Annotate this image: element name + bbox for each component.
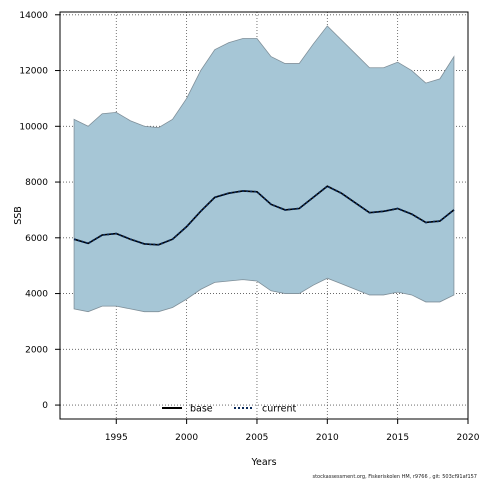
plot-frame [59,11,469,420]
x-tick-label-2020: 2020 [457,433,480,443]
footer-credit: stockassessment.org, Fiskeriskolen HM, r… [312,474,477,480]
y-tick-label-12000: 12000 [19,67,48,77]
legend: base current [162,404,297,415]
x-axis-title: Years [250,457,276,468]
axis-ticks: 1995 2000 2005 2010 2015 2020 0 2000 4000 6000 800… [19,11,479,443]
legend-base-label: base [190,404,213,415]
y-tick-label-10000: 10000 [19,122,48,132]
y-tick-label-8000: 8000 [25,178,48,188]
y-tick-label-14000: 14000 [19,11,48,21]
y-tick-label-6000: 6000 [25,234,48,244]
y-tick-label-4000: 4000 [25,290,48,300]
x-tick-label-2005: 2005 [246,433,269,443]
y-axis-title: SSB [13,206,24,225]
x-tick-label-2015: 2015 [386,433,409,443]
x-tick-label-1995: 1995 [105,433,128,443]
x-tick-label-2010: 2010 [316,433,339,443]
confidence-band [73,25,455,313]
y-tick-label-0: 0 [42,401,48,411]
legend-current-label: current [262,404,297,415]
series-lines [73,185,455,246]
x-tick-label-2000: 2000 [175,433,198,443]
series-line-current [73,185,455,246]
y-tick-label-2000: 2000 [25,345,48,355]
